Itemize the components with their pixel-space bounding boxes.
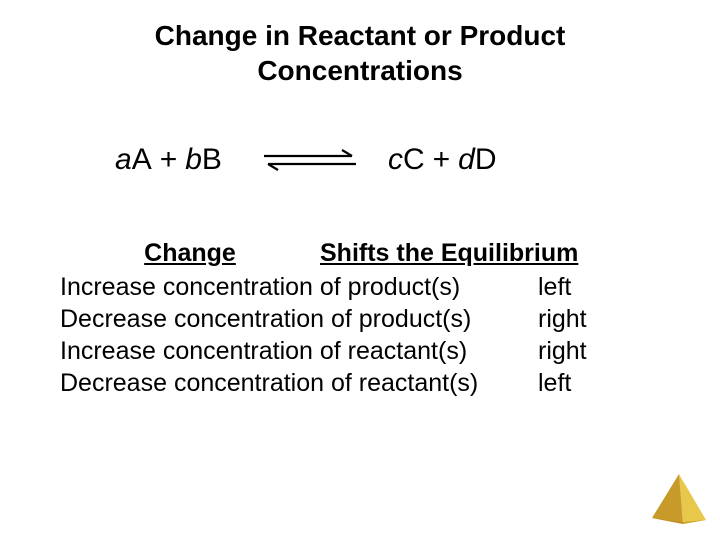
table-header-row: Change Shifts the Equilibrium: [60, 237, 720, 269]
page-title: Change in Reactant or Product Concentrat…: [60, 0, 660, 88]
pyramid-icon: [650, 472, 708, 526]
table-row: Decrease concentration of product(s) rig…: [60, 303, 720, 335]
cell-shift: right: [538, 303, 618, 335]
title-line-2: Concentrations: [257, 55, 462, 86]
cell-change: Decrease concentration of reactant(s): [60, 367, 538, 399]
cell-shift: right: [538, 335, 618, 367]
header-shift: Shifts the Equilibrium: [320, 237, 720, 269]
shift-table: Change Shifts the Equilibrium Increase c…: [60, 237, 720, 399]
header-change: Change: [60, 237, 320, 269]
cell-shift: left: [538, 367, 618, 399]
table-row: Decrease concentration of reactant(s) le…: [60, 367, 720, 399]
cell-shift: left: [538, 271, 618, 303]
table-row: Increase concentration of reactant(s) ri…: [60, 335, 720, 367]
equation-right: cC + dD: [388, 143, 497, 177]
title-line-1: Change in Reactant or Product: [155, 20, 566, 51]
table-row: Increase concentration of product(s) lef…: [60, 271, 720, 303]
equilibrium-equation: aA + bB cC + dD: [115, 143, 720, 177]
cell-change: Increase concentration of product(s): [60, 271, 538, 303]
equation-left: aA + bB: [115, 143, 222, 177]
equilibrium-arrow-icon: [262, 148, 358, 172]
cell-change: Decrease concentration of product(s): [60, 303, 538, 335]
cell-change: Increase concentration of reactant(s): [60, 335, 538, 367]
